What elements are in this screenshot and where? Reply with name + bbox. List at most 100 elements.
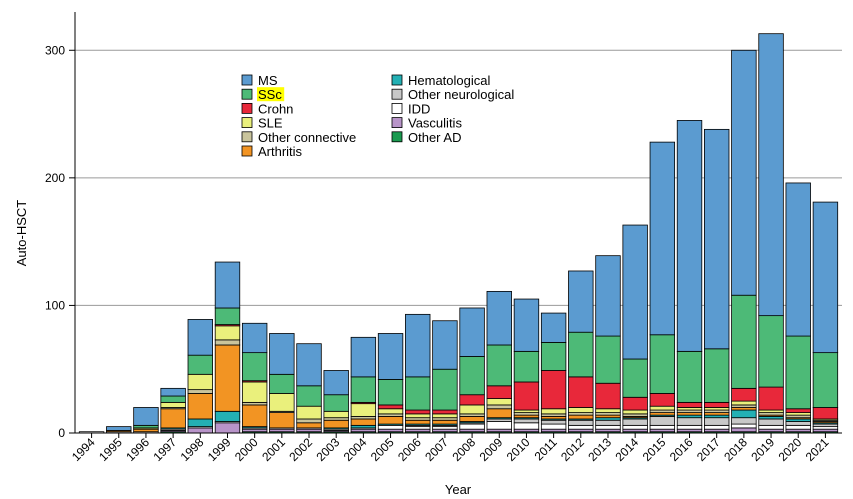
bar-vasculitis-1998: [187, 427, 213, 434]
bar-sle-2007: [432, 413, 458, 419]
bar-stack-2017: [704, 128, 730, 434]
bar-ms-1997: [160, 387, 186, 397]
bar-stack-2004: [350, 336, 377, 434]
bar-other-neurological-2012: [568, 419, 594, 426]
bar-ssc-1998: [187, 354, 213, 375]
bar-ms-2016: [676, 120, 703, 352]
bar-ssc-2008: [459, 356, 485, 396]
bar-sle-2004: [350, 403, 377, 417]
bar-sle-2015: [649, 405, 676, 411]
bar-other-neurological-2015: [649, 416, 676, 426]
legend-item-other-neurological: Other neurological: [391, 87, 514, 102]
bar-crohn-2008: [459, 394, 485, 406]
bar-sle-2006: [405, 413, 431, 419]
bar-ssc-1999: [214, 307, 241, 325]
bar-stack-2013: [595, 255, 621, 434]
legend-item-idd: IDD: [391, 101, 430, 116]
bar-crohn-2020: [785, 408, 811, 413]
y-tick-label: 200: [45, 171, 65, 185]
bar-arthritis-2006: [405, 419, 431, 425]
bar-idd-2019: [758, 424, 784, 430]
y-tick-label: 300: [45, 43, 65, 57]
bar-other-neurological-2020: [785, 421, 811, 426]
bar-stack-2019: [758, 33, 784, 434]
bar-ssc-2001: [269, 373, 295, 394]
bar-arthritis-2007: [432, 419, 458, 425]
y-axis-title: Auto-HSCT: [14, 200, 29, 267]
legend-swatch: [391, 131, 403, 143]
bar-ms-2013: [595, 255, 621, 337]
bar-idd-2020: [785, 424, 811, 430]
bar-ssc-2016: [676, 350, 703, 403]
bar-ms-2008: [459, 307, 485, 357]
bar-crohn-2009: [486, 385, 512, 399]
bar-other-connective-2009: [486, 404, 512, 410]
bar-sle-2002: [296, 405, 322, 420]
bar-sle-2013: [595, 408, 621, 413]
bar-stack-2005: [377, 333, 404, 434]
legend-swatch: [241, 74, 253, 86]
legend-swatch: [241, 117, 253, 128]
bar-arthritis-1997: [160, 408, 186, 429]
bar-crohn-2021: [812, 407, 839, 420]
bar-idd-2018: [731, 423, 757, 429]
bar-ssc-2002: [296, 385, 322, 407]
bar-ms-2010: [513, 298, 540, 352]
bar-ssc-2017: [704, 348, 730, 403]
bar-stack-2002: [296, 343, 322, 434]
bar-idd-2009: [486, 421, 512, 430]
bar-idd-2017: [704, 424, 730, 430]
legend-swatch: [241, 131, 253, 143]
bar-hematological-2018: [731, 409, 757, 419]
bar-arthritis-2001: [269, 412, 295, 429]
bar-arthritis-2003: [323, 419, 349, 429]
legend-label: SSc: [258, 87, 282, 102]
bar-crohn-2007: [432, 409, 458, 415]
bar-ssc-2020: [785, 335, 811, 410]
bar-sle-2014: [622, 409, 648, 415]
bar-arthritis-1998: [187, 393, 213, 420]
legend-label: Arthritis: [258, 144, 303, 159]
bar-stack-2012: [568, 270, 594, 434]
legend-label: MS: [258, 73, 278, 88]
bar-ms-2002: [296, 343, 322, 387]
bar-ssc-2011: [540, 342, 567, 371]
legend-label: Other neurological: [408, 87, 514, 102]
bar-ms-2000: [241, 322, 268, 354]
bar-crohn-2005: [377, 404, 404, 410]
bar-stack-1995: [106, 426, 132, 434]
bar-ssc-2010: [513, 350, 540, 383]
bar-idd-2012: [568, 424, 594, 430]
legend-item-hematological: Hematological: [391, 73, 490, 88]
bar-stack-2000: [241, 322, 268, 434]
bar-stack-2007: [432, 320, 458, 434]
bar-vasculitis-2018: [731, 427, 757, 433]
bar-stack-2011: [540, 312, 567, 434]
legend-swatch: [241, 103, 253, 114]
bar-crohn-2011: [540, 370, 567, 410]
bar-ssc-2012: [568, 331, 594, 378]
legend-swatch: [391, 88, 403, 100]
bar-other-neurological-2017: [704, 417, 730, 426]
bar-ssc-2018: [731, 294, 757, 389]
bar-hematological-1999: [214, 410, 241, 422]
bar-arthritis-2000: [241, 404, 268, 428]
bar-arthritis-2008: [459, 416, 485, 422]
bar-crohn-2006: [405, 409, 431, 415]
bar-other-neurological-2010: [513, 418, 540, 424]
bar-arthritis-2009: [486, 408, 512, 419]
bar-sle-2001: [269, 393, 295, 412]
legend-swatch: [391, 74, 403, 86]
legend-label: Vasculitis: [408, 116, 462, 131]
legend-item-sle: SLE: [241, 116, 283, 131]
bar-ms-2005: [377, 333, 404, 380]
bar-arthritis-1999: [214, 344, 241, 412]
bar-stack-2008: [459, 307, 485, 434]
bar-stack-2020: [785, 182, 811, 434]
bar-arthritis-2002: [296, 422, 322, 429]
legend-label: SLE: [258, 116, 283, 131]
bar-other-connective-1999: [214, 339, 241, 346]
bar-arthritis-2005: [377, 416, 404, 425]
bar-stack-2018: [731, 49, 757, 434]
